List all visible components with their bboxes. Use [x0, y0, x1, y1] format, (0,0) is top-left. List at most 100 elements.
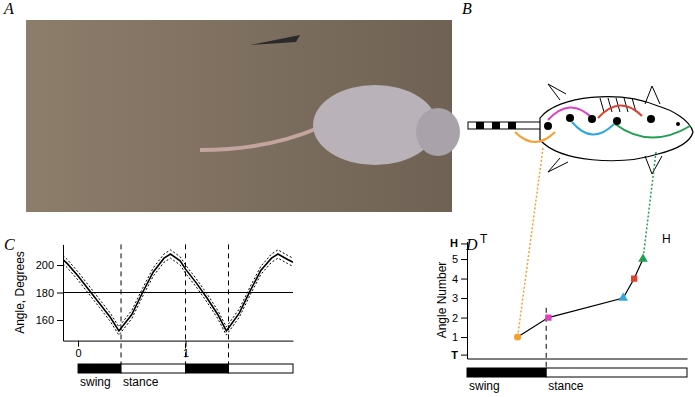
tick-mark	[461, 337, 467, 338]
tick-label: T	[451, 349, 458, 361]
phase-bar	[229, 364, 293, 373]
tick-label: 180	[36, 287, 54, 299]
y-axis-title: Angle, Degrees	[13, 251, 27, 334]
series-line	[518, 259, 643, 337]
joint-dot	[566, 114, 574, 122]
chart-c: 160 180 200 01 Angle, Degrees swing stance	[13, 244, 294, 389]
tail-stripe	[476, 122, 484, 129]
tick: 3	[452, 292, 467, 304]
phase-lines	[121, 244, 228, 364]
point	[618, 293, 628, 301]
tick-label: 200	[36, 259, 54, 271]
tick-mark	[57, 320, 63, 321]
tick: H	[450, 237, 467, 249]
chart-d: T 1 2 3 4 5 H Angle Number swing stance	[435, 148, 688, 393]
phase-label: stance	[548, 379, 584, 393]
axis-line	[468, 359, 688, 360]
photo-background	[26, 20, 452, 212]
tick-label: 3	[452, 292, 458, 304]
tick-label: 160	[36, 314, 54, 326]
photo-tail	[200, 128, 318, 150]
head-label: H	[662, 232, 671, 246]
tick: 1	[452, 331, 467, 343]
tick-mark	[78, 341, 79, 347]
tick: T	[451, 349, 467, 361]
tick-mark	[461, 355, 467, 356]
tick: 5	[452, 253, 467, 265]
tick-mark	[461, 243, 467, 244]
y-axis: 160 180 200	[36, 245, 64, 341]
point	[631, 275, 637, 281]
phase-bar	[467, 368, 546, 377]
tick-label: 0	[75, 347, 81, 359]
axis-line	[467, 242, 468, 359]
phase-bars: swing stance	[78, 364, 293, 389]
photo-animal-head	[416, 108, 460, 156]
photo-instrument	[250, 35, 300, 45]
tick: 200	[36, 259, 63, 271]
point	[545, 314, 551, 320]
plot-area	[514, 254, 648, 341]
tick: 0	[75, 341, 81, 360]
tick-label: 5	[452, 253, 458, 265]
phase-label: stance	[123, 375, 159, 389]
tick: 180	[36, 287, 63, 299]
joint-dot	[613, 117, 621, 125]
phase-bar	[186, 364, 229, 373]
phase-bars: swing stance	[467, 368, 687, 393]
band-line	[63, 258, 293, 335]
animal-outline	[540, 97, 693, 161]
panel-label: B	[462, 0, 472, 17]
tick-mark	[461, 298, 467, 299]
tick-mark	[461, 279, 467, 280]
tick-label: 1	[452, 331, 458, 343]
tick-mark	[461, 318, 467, 319]
phase-bar	[78, 364, 121, 373]
tail-stripe	[508, 122, 516, 129]
tick-mark	[57, 265, 63, 266]
panel-label: D	[465, 236, 478, 253]
y-axis-title: Angle Number	[435, 262, 449, 339]
panel-label: A	[3, 0, 14, 17]
tail-stripe	[492, 122, 500, 129]
tail	[468, 122, 542, 129]
joint-dot	[544, 122, 552, 130]
panel-label: C	[4, 236, 15, 253]
phase-bar	[546, 368, 687, 377]
leg	[548, 84, 566, 100]
tick: 4	[452, 273, 467, 285]
leg	[645, 156, 662, 174]
body-stripe	[600, 98, 604, 112]
tick-mark	[57, 293, 63, 294]
tick-label: H	[450, 237, 458, 249]
tick-label: 2	[452, 312, 458, 324]
tick: 160	[36, 314, 63, 326]
phase-boundary	[228, 244, 229, 364]
joint-dot	[647, 115, 655, 123]
joint-dot	[588, 115, 596, 123]
phase-label: swing	[469, 379, 500, 393]
phase-label: swing	[80, 375, 111, 389]
plot-area	[63, 250, 293, 335]
x-axis	[468, 359, 688, 360]
band-line	[63, 250, 293, 327]
phase-boundary	[121, 244, 122, 364]
connector	[518, 148, 543, 337]
leg	[548, 158, 568, 172]
diagram: TH	[468, 84, 693, 246]
tick-label: 4	[452, 273, 458, 285]
axis-line	[64, 341, 294, 342]
phase-bar	[121, 364, 185, 373]
phase-boundary	[185, 244, 186, 364]
eye	[676, 122, 680, 126]
segment-arc	[615, 124, 690, 138]
leg	[645, 86, 660, 104]
figure: ABCDTH16018020001Angle, Degreesswingstan…	[0, 0, 695, 397]
segment-arc	[572, 122, 614, 135]
mean-line	[63, 254, 293, 331]
tail-label: T	[480, 232, 488, 246]
x-axis: 01	[64, 341, 294, 360]
tick: 2	[452, 312, 467, 324]
reference-line	[63, 292, 293, 293]
point	[638, 254, 648, 262]
